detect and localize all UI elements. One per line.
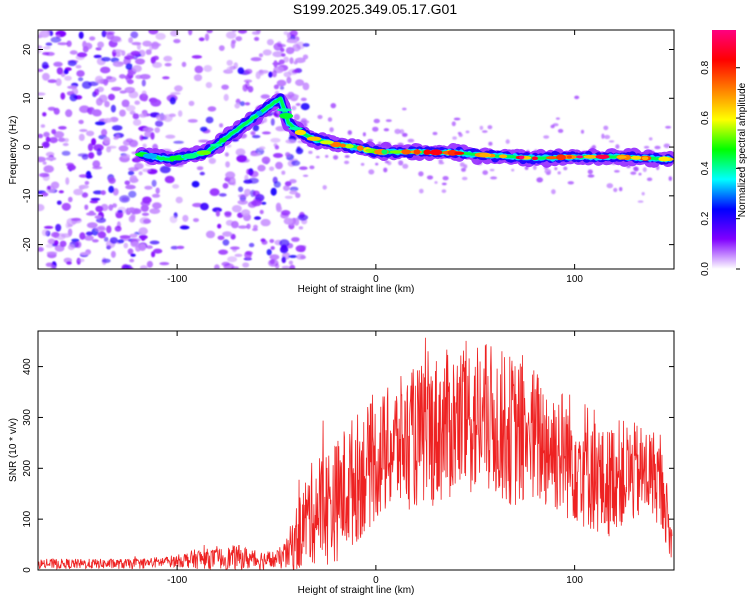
spectrogram-xtick-label: -100 xyxy=(167,274,187,285)
spectrogram-xtick-label: 0 xyxy=(373,274,379,285)
colorbar-tick-label: 0.0 xyxy=(700,262,711,276)
snr-ytick-label: 200 xyxy=(22,460,33,477)
spectrogram-ytick-label: -20 xyxy=(22,237,33,252)
colorbar-tick-label: 0.6 xyxy=(700,111,711,125)
spectrogram-frame xyxy=(37,29,675,270)
colorbar-tick-label: 0.2 xyxy=(700,211,711,225)
snr-ytick-label: 300 xyxy=(22,409,33,426)
colorbar-label: Normalized spectral amplitude xyxy=(737,82,748,217)
snr-plot-area xyxy=(38,337,673,570)
spectrogram-xlabel: Height of straight line (km) xyxy=(298,284,415,295)
spectrogram-heatmap xyxy=(38,30,674,269)
snr-xlabel: Height of straight line (km) xyxy=(298,585,415,596)
snr-xtick-label: -100 xyxy=(167,575,187,586)
figure-title: S199.2025.349.05.17.G01 xyxy=(293,1,457,17)
spectrogram-ytick-label: 20 xyxy=(22,44,33,56)
snr-ytick-label: 0 xyxy=(22,567,33,573)
colorbar-gradient xyxy=(712,30,736,269)
snr-panel: -100 0 100 0 100 200 300 400 Height of straight… xyxy=(8,330,675,596)
snr-xtick-label: 0 xyxy=(373,575,379,586)
snr-ytick-label: 400 xyxy=(22,358,33,375)
colorbar: 0.0 0.2 0.4 0.6 0.8 Normalized spectral ampl… xyxy=(700,30,748,276)
colorbar-tick-label: 0.4 xyxy=(700,161,711,175)
colorbar-tick-label: 0.8 xyxy=(700,60,711,74)
snr-ticks: -100 0 100 0 100 200 300 400 xyxy=(22,331,674,586)
spectrogram-ridge xyxy=(135,93,674,168)
snr-ylabel: SNR (10 * v/v) xyxy=(8,418,19,482)
spectrogram-ylabel: Frequency (Hz) xyxy=(8,116,19,185)
spectrogram-ytick-label: -10 xyxy=(22,188,33,203)
snr-xtick-label: 100 xyxy=(566,575,583,586)
spectrogram-ytick-label: 10 xyxy=(22,92,33,104)
snr-ytick-label: 100 xyxy=(22,510,33,527)
spectrogram-xtick-label: 100 xyxy=(566,274,583,285)
snr-series-line xyxy=(38,337,673,570)
snr-frame xyxy=(37,330,675,571)
colorbar-ticks: 0.0 0.2 0.4 0.6 0.8 xyxy=(700,60,740,276)
spectrogram-ytick-label: 0 xyxy=(22,144,33,150)
